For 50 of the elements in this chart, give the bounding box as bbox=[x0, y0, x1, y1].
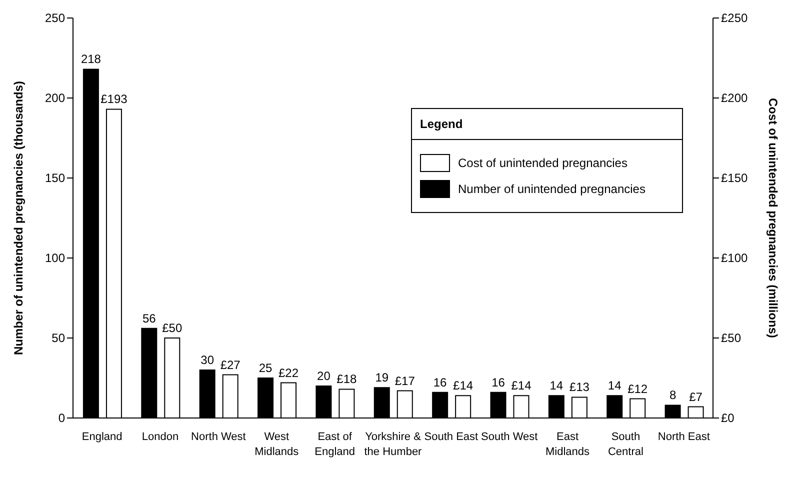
data-label: £14 bbox=[511, 378, 532, 393]
data-label: 8 bbox=[669, 388, 676, 402]
legend-title: Legend bbox=[412, 109, 682, 140]
data-label: 16 bbox=[433, 375, 448, 390]
data-label: 56 bbox=[142, 311, 156, 326]
y2-tick-label: £150 bbox=[721, 171, 748, 185]
data-label: 19 bbox=[375, 370, 389, 385]
y2-axis-title: Cost of unintended pregnancies (millions) bbox=[766, 98, 780, 338]
y2-tick-label: £50 bbox=[721, 331, 742, 345]
data-label: 14 bbox=[608, 378, 622, 393]
y2-tick-label: £250 bbox=[721, 11, 748, 25]
y-tick-label: 250 bbox=[44, 11, 66, 25]
y2-tick-label: £200 bbox=[721, 91, 748, 105]
y-tick-label: 0 bbox=[58, 411, 66, 425]
x-tick-label: East Midlands bbox=[546, 431, 590, 458]
x-tick-label: Yorkshire & the Humber bbox=[364, 431, 422, 458]
legend-label: Number of unintended pregnancies bbox=[458, 182, 646, 196]
data-label: 20 bbox=[317, 369, 331, 383]
data-label: 14 bbox=[550, 378, 564, 393]
data-label: £18 bbox=[336, 372, 358, 386]
data-label: £27 bbox=[220, 358, 241, 372]
x-tick-label: South West bbox=[481, 431, 538, 443]
x-tick-label: England bbox=[82, 431, 122, 443]
x-tick-label: South East bbox=[424, 431, 478, 443]
data-label: £12 bbox=[628, 382, 648, 396]
y2-tick-label: £0 bbox=[721, 411, 735, 425]
x-tick-label: North West bbox=[191, 431, 246, 443]
y-tick-label: 100 bbox=[44, 251, 66, 265]
data-label: £13 bbox=[569, 380, 590, 394]
x-tick-label: South Central bbox=[608, 431, 644, 458]
data-label: 218 bbox=[80, 52, 102, 66]
data-label: 30 bbox=[200, 353, 214, 367]
data-label: £17 bbox=[394, 374, 416, 388]
data-label: 25 bbox=[258, 361, 273, 375]
data-label: £14 bbox=[453, 378, 474, 393]
data-label: £7 bbox=[689, 390, 703, 404]
legend-label: Cost of unintended pregnancies bbox=[458, 156, 628, 170]
y-tick-label: 200 bbox=[44, 91, 66, 105]
x-tick-label: London bbox=[142, 431, 179, 443]
data-label: £193 bbox=[100, 92, 128, 106]
x-tick-label: East of England bbox=[314, 431, 356, 458]
data-label: 16 bbox=[492, 375, 506, 390]
y-axis-title: Number of unintended pregnancies (thousands) bbox=[11, 80, 26, 356]
y2-tick-label: £100 bbox=[721, 251, 748, 265]
data-label: £50 bbox=[162, 321, 182, 335]
x-tick-label: West Midlands bbox=[254, 431, 300, 458]
y-tick-label: 50 bbox=[52, 331, 66, 345]
data-label: £22 bbox=[278, 366, 299, 380]
x-tick-label: North East bbox=[658, 431, 710, 443]
y-tick-label: 150 bbox=[44, 171, 66, 185]
